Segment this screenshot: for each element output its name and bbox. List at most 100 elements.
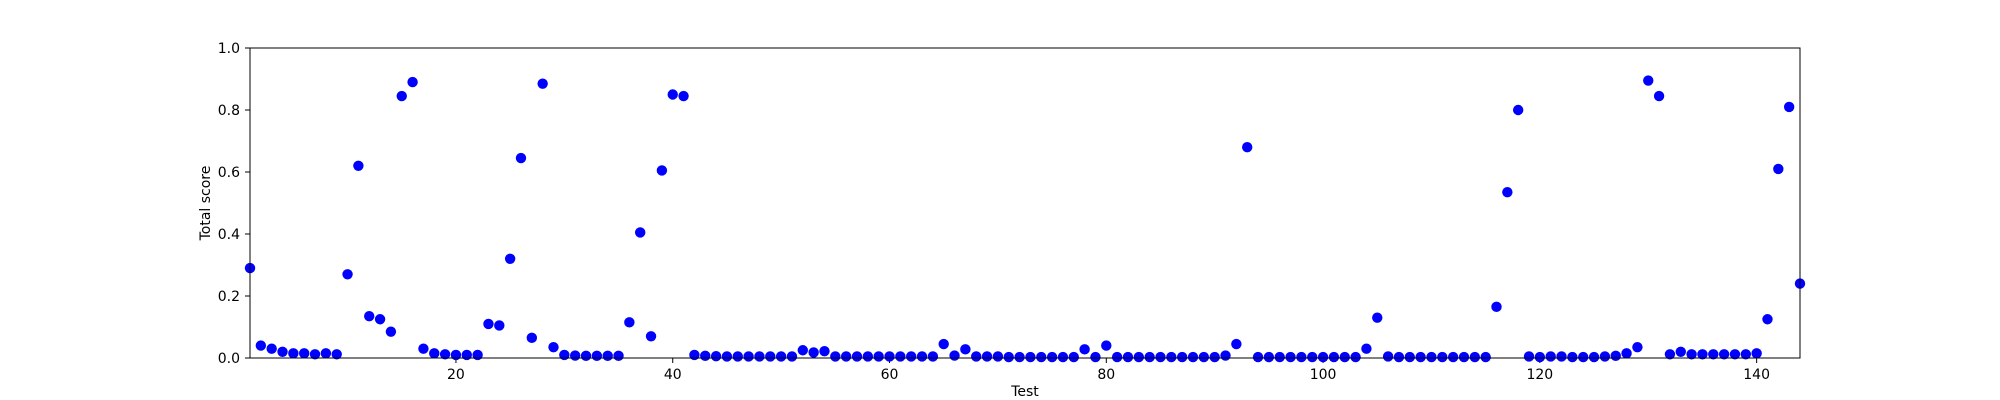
data-point — [862, 351, 874, 362]
data-point — [1415, 351, 1426, 363]
data-point — [1751, 348, 1762, 359]
data-point — [1155, 351, 1166, 363]
data-point — [1274, 351, 1285, 363]
data-point — [1534, 351, 1546, 363]
data-point — [1523, 351, 1535, 362]
data-point — [1697, 349, 1708, 360]
data-point — [786, 351, 798, 362]
data-point — [1057, 351, 1069, 363]
data-point — [298, 348, 310, 359]
data-point — [1480, 351, 1491, 363]
data-point — [396, 90, 407, 102]
data-point — [1014, 351, 1025, 363]
data-point — [830, 351, 841, 362]
data-point — [266, 343, 277, 354]
data-point — [1621, 348, 1632, 359]
data-point — [689, 349, 700, 361]
y-tick-label: 0.8 — [218, 103, 240, 119]
data-point — [374, 314, 386, 325]
y-tick-label: 0.2 — [218, 289, 240, 305]
data-point — [1556, 351, 1567, 362]
x-tick-label: 100 — [1310, 367, 1337, 383]
data-point — [1133, 351, 1145, 363]
data-point — [1198, 351, 1210, 363]
data-point — [1469, 351, 1481, 363]
data-point — [548, 341, 559, 353]
data-point — [1578, 351, 1589, 363]
data-point — [645, 331, 657, 342]
data-point — [494, 320, 505, 331]
data-point — [429, 348, 440, 359]
data-point — [1079, 344, 1090, 355]
data-point — [1632, 341, 1643, 353]
data-point — [905, 351, 917, 362]
data-point — [1252, 351, 1264, 363]
data-point — [1545, 351, 1556, 362]
data-point — [1718, 349, 1730, 360]
data-point — [1209, 351, 1220, 363]
x-axis-ticks: 20 40 60 80 100 120 140 — [447, 358, 1770, 383]
data-point — [1372, 312, 1383, 323]
data-point — [949, 350, 960, 361]
y-tick-label: 1.0 — [218, 41, 240, 57]
data-point — [1307, 351, 1318, 363]
data-point — [1036, 351, 1047, 363]
data-point — [1187, 351, 1199, 363]
data-point — [255, 340, 267, 351]
data-point — [775, 351, 787, 362]
data-point — [1502, 186, 1513, 198]
data-point — [559, 349, 570, 361]
data-point — [1220, 350, 1231, 361]
data-point — [1166, 351, 1177, 363]
data-point — [624, 317, 635, 328]
data-point — [916, 351, 928, 362]
data-point — [1090, 351, 1101, 363]
data-point — [526, 332, 538, 344]
data-point — [1350, 351, 1361, 363]
data-point — [960, 344, 971, 355]
data-point — [613, 350, 624, 362]
data-point — [1437, 351, 1448, 363]
data-point — [1242, 142, 1253, 153]
plot-area — [250, 48, 1800, 358]
data-point — [873, 351, 884, 362]
y-tick-label: 0.4 — [218, 227, 240, 243]
data-point — [439, 349, 451, 360]
data-point — [1664, 349, 1676, 360]
data-point — [331, 349, 342, 360]
data-point — [418, 343, 429, 354]
data-point — [851, 351, 863, 362]
data-point — [819, 345, 830, 357]
data-point — [504, 253, 516, 264]
data-point — [602, 350, 613, 362]
data-point — [895, 351, 906, 362]
data-point — [667, 89, 678, 100]
data-point — [1404, 351, 1415, 363]
data-point — [1101, 340, 1112, 351]
data-point — [1296, 351, 1307, 363]
data-point — [1317, 351, 1329, 363]
data-point — [1599, 351, 1611, 362]
data-point — [1653, 90, 1665, 102]
data-point — [277, 346, 288, 357]
data-point — [515, 152, 527, 164]
data-point — [407, 76, 418, 88]
data-point — [635, 227, 646, 238]
data-point — [450, 349, 462, 361]
data-point — [700, 350, 711, 362]
data-point — [342, 269, 353, 280]
x-tick-label: 140 — [1743, 367, 1770, 383]
data-point — [927, 351, 939, 362]
data-point — [1686, 349, 1697, 360]
data-point — [1729, 349, 1741, 360]
data-point — [385, 326, 397, 337]
data-point — [1176, 351, 1188, 363]
data-point — [1025, 351, 1036, 363]
data-point — [1708, 349, 1719, 360]
x-tick-label: 80 — [1097, 367, 1115, 383]
data-point — [1610, 350, 1621, 362]
data-point — [1361, 343, 1372, 354]
x-tick-label: 60 — [881, 367, 899, 383]
data-point — [288, 348, 299, 359]
y-tick-label: 0.6 — [218, 165, 240, 181]
